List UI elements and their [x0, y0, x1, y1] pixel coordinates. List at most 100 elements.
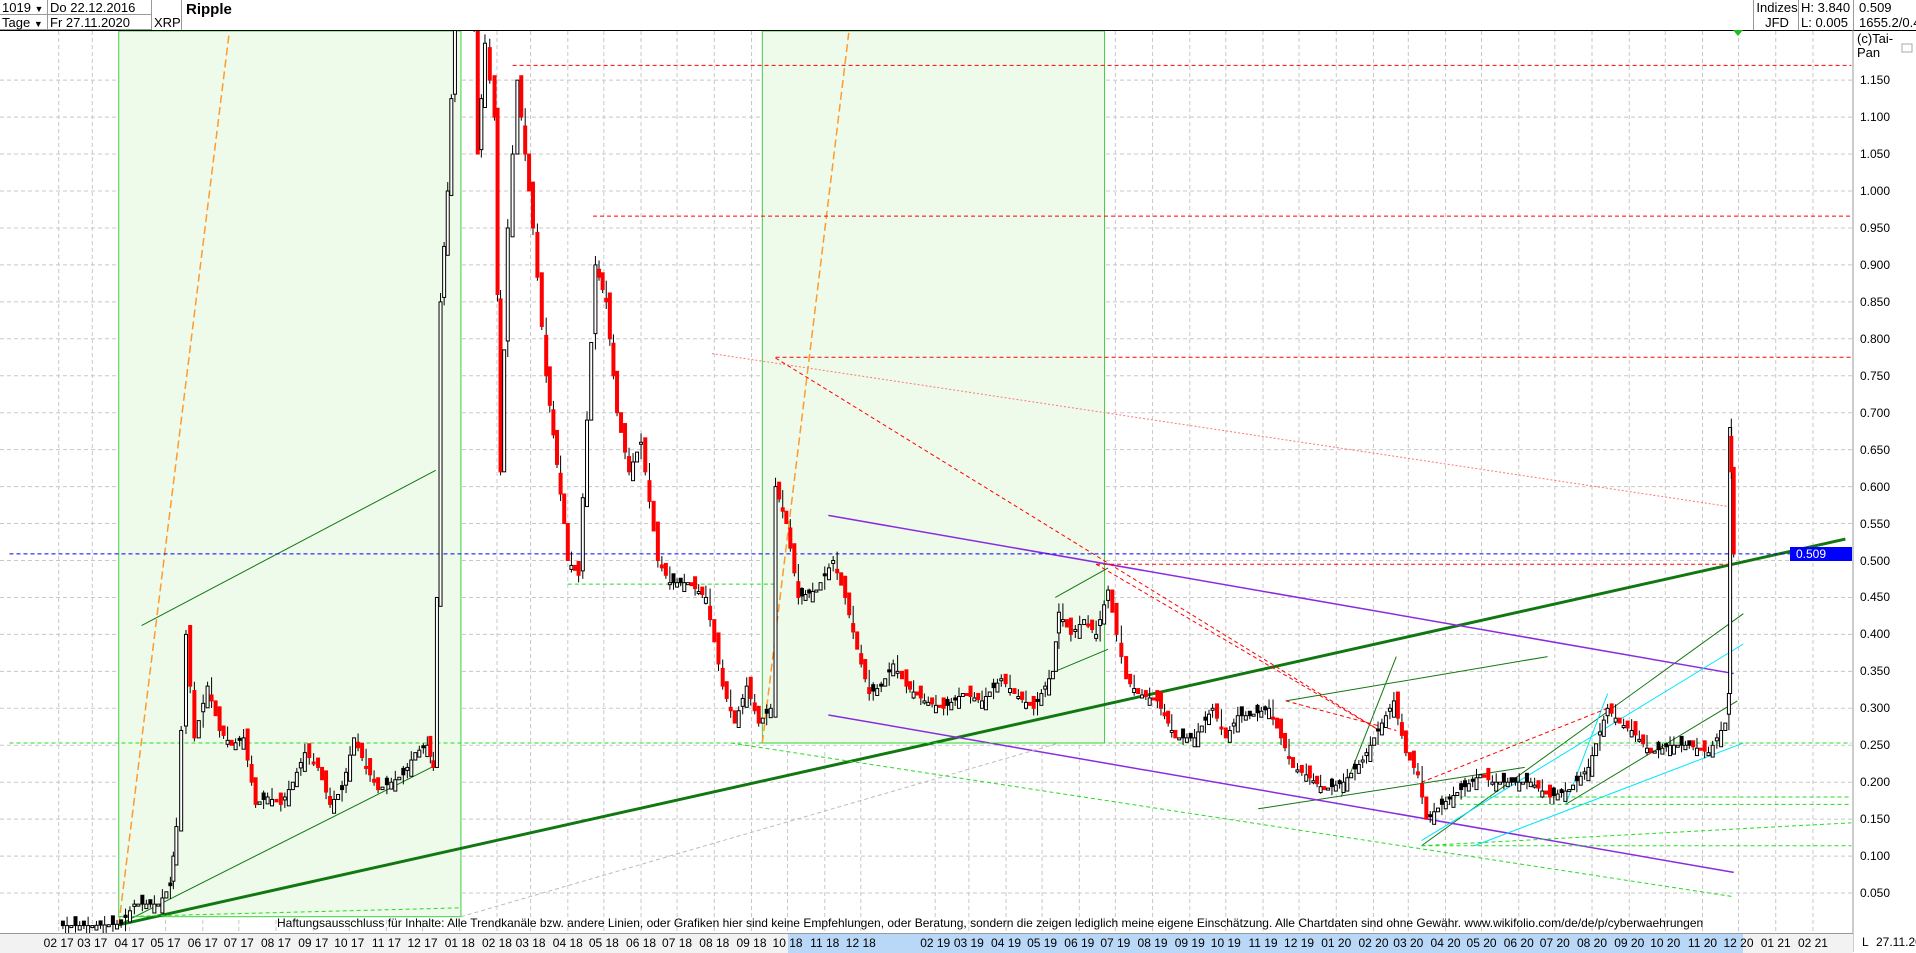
- start-date[interactable]: Do 22.12.2016: [48, 0, 152, 15]
- annotations: [9, 32, 1852, 927]
- candle: [1147, 697, 1152, 706]
- candle: [708, 605, 713, 621]
- y-tick-label: 0.850: [1860, 294, 1891, 309]
- candle: [1003, 673, 1008, 685]
- candle: [1064, 619, 1069, 628]
- candle: [261, 792, 266, 800]
- candle: [945, 698, 950, 706]
- candle: [445, 190, 450, 256]
- candle: [949, 701, 954, 711]
- candle: [119, 919, 124, 925]
- candle: [1315, 775, 1320, 785]
- candle: [106, 924, 111, 928]
- candle: [413, 752, 418, 761]
- candle: [495, 107, 500, 295]
- candle: [1710, 744, 1715, 758]
- x-tick-label: 02 18: [481, 936, 512, 950]
- candle: [712, 619, 717, 643]
- candle: [209, 694, 214, 702]
- candle: [196, 720, 201, 739]
- candle: [1235, 715, 1240, 733]
- minimize-icon[interactable]: [1901, 43, 1913, 53]
- candle: [600, 272, 605, 291]
- candle: [340, 785, 345, 791]
- candle: [434, 596, 439, 768]
- candle: [290, 781, 295, 791]
- x-tick-label: 04 17: [114, 936, 145, 950]
- candle: [1424, 796, 1429, 820]
- candle: [1459, 783, 1464, 791]
- candle: [999, 678, 1004, 682]
- candle: [298, 761, 303, 769]
- candle: [473, 0, 476, 25]
- x-tick-label: 06 20: [1503, 936, 1534, 950]
- x-tick-label: 04 20: [1430, 936, 1461, 950]
- candle: [991, 682, 996, 689]
- candle: [1617, 717, 1622, 724]
- candle: [249, 763, 254, 783]
- candle: [784, 510, 789, 525]
- x-range-highlight[interactable]: [787, 934, 1744, 953]
- x-axis[interactable]: 02 17 03 17 04 17 05 17 06 17 07 17 08 17 09 17…: [0, 933, 1853, 953]
- disclaimer: Haftungsausschluss für Inhalte: Alle Tre…: [277, 916, 1704, 930]
- candle: [1652, 750, 1657, 754]
- candle: [510, 153, 515, 238]
- candle: [320, 766, 325, 781]
- candle: [1027, 701, 1032, 706]
- candle: [1671, 744, 1676, 755]
- candle: [360, 742, 365, 759]
- candle: [926, 701, 931, 706]
- candle: [174, 826, 179, 866]
- candle: [1132, 688, 1137, 694]
- candle: [980, 700, 985, 709]
- candle: [274, 798, 279, 803]
- y-tick-label: 1.150: [1860, 73, 1891, 88]
- candle: [115, 923, 120, 930]
- candle: [724, 681, 729, 699]
- candle: [689, 582, 694, 587]
- candle: [807, 589, 812, 594]
- candle: [647, 480, 652, 502]
- candle: [168, 882, 173, 887]
- candle: [1368, 744, 1373, 763]
- x-tick-label: 05 17: [150, 936, 181, 950]
- candle: [1660, 747, 1665, 755]
- x-tick-label: 05 20: [1466, 936, 1497, 950]
- candle: [241, 737, 246, 750]
- end-date[interactable]: Fr 27.11.2020: [48, 15, 152, 30]
- candle: [183, 633, 188, 727]
- candle: [580, 497, 585, 572]
- candle: [1451, 795, 1456, 808]
- candle: [619, 412, 624, 433]
- candle: [1287, 756, 1292, 760]
- candle: [1462, 780, 1467, 788]
- x-tick-label: 04 19: [991, 936, 1022, 950]
- candle: [1223, 727, 1228, 739]
- candle: [1563, 790, 1568, 802]
- candle: [818, 582, 823, 591]
- x-tick-label: 03 20: [1393, 936, 1424, 950]
- candle: [1731, 466, 1736, 555]
- candle: [1341, 781, 1346, 794]
- candle: [1110, 589, 1115, 613]
- candle: [895, 670, 900, 674]
- candle: [1279, 718, 1284, 739]
- candle: [1683, 744, 1688, 751]
- candle: [643, 437, 648, 473]
- scale-mode[interactable]: L: [1862, 935, 1869, 949]
- period-select[interactable]: Tage ▼: [0, 15, 48, 30]
- candle: [887, 669, 892, 673]
- candle: [1184, 737, 1189, 743]
- candle: [671, 573, 676, 584]
- candle: [376, 777, 381, 791]
- candle: [607, 292, 612, 340]
- candle: [987, 691, 992, 697]
- candle: [233, 742, 238, 751]
- candle: [891, 663, 896, 677]
- bar-count: 1019: [2, 0, 31, 15]
- bar-count-select[interactable]: 1019 ▼: [0, 0, 48, 15]
- x-tick-label: 02 17: [43, 936, 74, 950]
- period: Tage: [2, 15, 31, 30]
- candle: [438, 301, 443, 607]
